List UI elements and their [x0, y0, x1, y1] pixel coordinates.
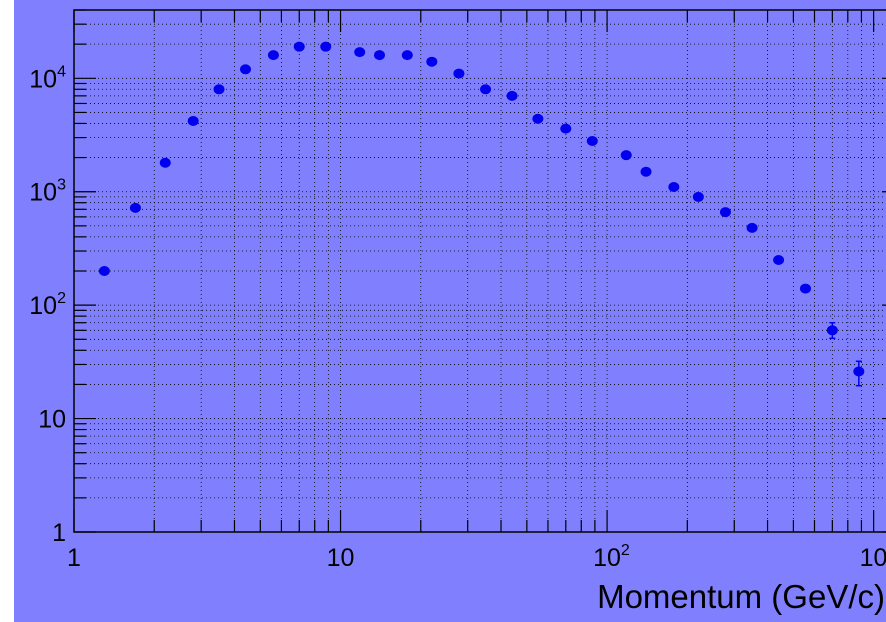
data-point	[293, 41, 305, 52]
y-tick-label-base: 10	[38, 406, 66, 434]
data-point	[620, 150, 632, 161]
x-tick-label: 10	[327, 544, 355, 572]
canvas-background	[14, 0, 886, 622]
data-point	[773, 255, 785, 266]
x-tick-label-base: 10	[593, 544, 621, 572]
y-tick-label-exponent: 2	[57, 290, 66, 307]
data-point	[692, 191, 704, 202]
y-tick-label-base: 10	[29, 65, 57, 93]
data-point	[826, 325, 838, 336]
data-point	[532, 113, 544, 124]
y-tick-label-base: 1	[52, 519, 66, 547]
data-point	[853, 366, 865, 377]
data-point	[354, 47, 366, 58]
x-tick-label-base: 10	[860, 544, 886, 572]
x-tick-label-exponent: 2	[621, 542, 630, 559]
axis-ticks	[73, 9, 886, 533]
y-tick-label: 103	[29, 177, 66, 207]
data-point	[560, 123, 572, 134]
data-point	[426, 56, 438, 67]
data-point	[506, 90, 518, 101]
data-point	[129, 202, 141, 213]
data-point	[373, 50, 385, 61]
y-tick-label: 102	[29, 290, 66, 320]
data-point	[719, 207, 731, 218]
y-tick-label-exponent: 4	[57, 63, 66, 80]
data-point	[586, 135, 598, 146]
data-point	[267, 50, 279, 61]
x-axis-title: Momentum (GeV/c)	[597, 578, 885, 615]
data-point	[320, 41, 332, 52]
y-tick-label: 10	[38, 406, 66, 434]
y-tick-label-base: 10	[29, 292, 57, 320]
data-point	[640, 166, 652, 177]
data-point	[187, 116, 199, 127]
grid-lines	[73, 9, 886, 533]
x-tick-label: 1	[67, 544, 81, 572]
data-point	[799, 283, 811, 294]
data-point	[746, 222, 758, 233]
x-tick-label-base: 10	[327, 544, 355, 572]
y-tick-label-base: 10	[29, 179, 57, 207]
data-point	[159, 157, 171, 168]
data-point	[453, 68, 465, 79]
data-point	[401, 50, 413, 61]
data-point	[668, 182, 680, 193]
data-point	[98, 266, 110, 276]
data-point	[480, 84, 492, 95]
x-tick-label: 102	[593, 542, 630, 572]
y-tick-label: 1	[52, 519, 66, 547]
y-tick-label: 104	[29, 63, 66, 93]
y-tick-label-exponent: 3	[57, 177, 66, 194]
data-points	[98, 41, 865, 387]
data-point	[240, 64, 252, 75]
data-point	[213, 84, 225, 95]
x-tick-label: 103	[860, 542, 886, 572]
x-tick-label-base: 1	[67, 544, 81, 572]
